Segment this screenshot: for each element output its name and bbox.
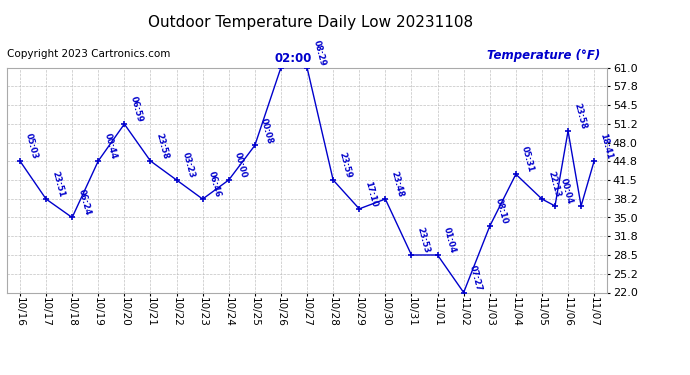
Text: 23:51: 23:51 <box>50 170 66 198</box>
Text: Copyright 2023 Cartronics.com: Copyright 2023 Cartronics.com <box>7 49 170 59</box>
Text: 00:08: 00:08 <box>259 117 275 145</box>
Text: 22:13: 22:13 <box>546 170 562 198</box>
Text: 23:58: 23:58 <box>155 132 170 160</box>
Text: 08:29: 08:29 <box>311 39 327 67</box>
Text: 02:00: 02:00 <box>274 52 311 65</box>
Text: 06:24: 06:24 <box>77 189 92 217</box>
Text: 05:31: 05:31 <box>520 146 535 174</box>
Text: 00:44: 00:44 <box>102 132 118 160</box>
Text: 18:41: 18:41 <box>598 132 614 160</box>
Text: 03:23: 03:23 <box>181 151 196 179</box>
Text: Outdoor Temperature Daily Low 20231108: Outdoor Temperature Daily Low 20231108 <box>148 15 473 30</box>
Text: 06:59: 06:59 <box>128 95 144 123</box>
Text: 23:53: 23:53 <box>415 226 431 254</box>
Text: 05:03: 05:03 <box>24 132 39 160</box>
Text: 07:27: 07:27 <box>468 264 484 292</box>
Text: 06:46: 06:46 <box>207 170 222 198</box>
Text: 00:04: 00:04 <box>559 177 575 205</box>
Text: 08:10: 08:10 <box>494 198 509 225</box>
Text: Temperature (°F): Temperature (°F) <box>487 49 600 62</box>
Text: 23:48: 23:48 <box>390 170 405 198</box>
Text: 17:10: 17:10 <box>364 180 379 208</box>
Text: 00:00: 00:00 <box>233 152 248 179</box>
Text: 23:58: 23:58 <box>572 102 588 130</box>
Text: 01:04: 01:04 <box>442 226 457 254</box>
Text: 23:59: 23:59 <box>337 151 353 179</box>
